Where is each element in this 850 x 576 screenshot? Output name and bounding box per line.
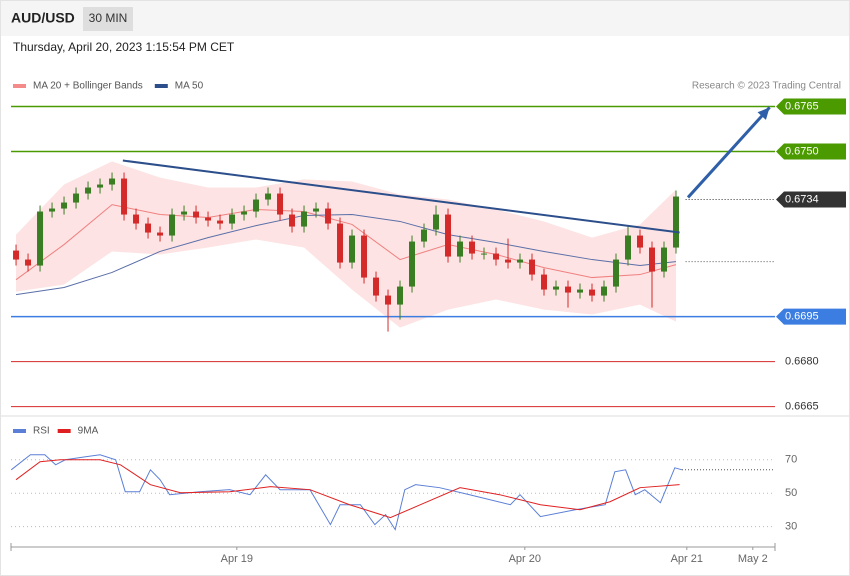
- candle-body: [325, 208, 332, 224]
- candle-body: [133, 214, 140, 224]
- candle-body: [301, 211, 308, 227]
- timeframe-box[interactable]: [83, 7, 133, 31]
- candle-body: [361, 235, 368, 278]
- timeframe[interactable]: 30 MIN: [89, 11, 128, 25]
- candle-body: [157, 232, 164, 236]
- candle-body: [121, 178, 128, 215]
- header-bar: [1, 1, 849, 36]
- candle-body: [241, 211, 248, 215]
- candle-body: [13, 250, 20, 260]
- candle-body: [313, 208, 320, 212]
- x-tick-label: Apr 21: [671, 553, 703, 565]
- candle-body: [397, 286, 404, 305]
- candle-body: [97, 184, 104, 188]
- candle-body: [217, 220, 224, 224]
- candle-body: [625, 235, 632, 260]
- candle-body: [289, 214, 296, 227]
- candle-body: [73, 193, 80, 203]
- timestamp: Thursday, April 20, 2023 1:15:54 PM CET: [13, 40, 235, 54]
- arrow-shaft: [686, 106, 771, 199]
- level-label: 0.6750: [785, 145, 819, 157]
- candle-body: [409, 241, 416, 287]
- candle-body: [277, 193, 284, 215]
- level-tag: [776, 143, 846, 160]
- ma50-line: [15, 214, 677, 296]
- y-tick-label: 70: [785, 454, 797, 466]
- price-panel: 0.6765 0.6750 0.6734 0.6695 0.6680 0.6665 MA 2…: [11, 81, 846, 413]
- y-tick-label: 30: [785, 521, 797, 533]
- level-tag: [776, 308, 846, 325]
- candle-body: [49, 208, 56, 212]
- y-tick-label: 50: [785, 487, 797, 499]
- candle-body: [613, 259, 620, 287]
- candle-body: [205, 217, 212, 221]
- candle-body: [85, 187, 92, 194]
- x-tick-label: Apr 19: [221, 553, 253, 565]
- candle-body: [505, 259, 512, 263]
- legend-swatch: [13, 84, 26, 88]
- candle-body: [601, 286, 608, 296]
- candle-body: [61, 202, 68, 209]
- level-tag: [776, 98, 846, 115]
- legend-swatch: [154, 84, 168, 88]
- candle-body: [493, 253, 500, 260]
- candle-body: [577, 289, 584, 293]
- arrow-head: [757, 107, 770, 120]
- legend-label: RSI: [33, 426, 50, 437]
- source: Research © 2023 Trading Central: [692, 81, 841, 92]
- symbol: AUD/USD: [11, 10, 75, 26]
- candle-body: [373, 277, 380, 296]
- level-label: 0.6734: [785, 193, 819, 205]
- level-label: 0.6765: [785, 100, 819, 112]
- candle-body: [37, 211, 44, 266]
- rsi-line: [10, 454, 683, 531]
- candle-body: [265, 193, 272, 200]
- legend-label: 9MA: [78, 426, 99, 437]
- level-label: 0.6695: [785, 310, 819, 322]
- ma20-line: [15, 204, 677, 281]
- candle-body: [421, 229, 428, 242]
- candle-body: [433, 214, 440, 230]
- candle-body: [589, 289, 596, 296]
- x-tick-label: May 2: [738, 553, 768, 565]
- candle-body: [349, 235, 356, 263]
- candle-body: [457, 241, 464, 257]
- candle-body: [229, 214, 236, 224]
- candle-body: [25, 259, 32, 266]
- rsi-panel: 70 50 30 Apr 19 Apr 20 Apr 21 May 2 RSI 9MA: [10, 426, 797, 565]
- level-label: 0.6680: [785, 355, 819, 367]
- trendline: [122, 159, 680, 234]
- candle-body: [469, 241, 476, 254]
- level-tag: [776, 191, 846, 208]
- candle-body: [385, 295, 392, 305]
- candle-body: [253, 199, 260, 212]
- candle-body: [649, 247, 656, 272]
- candle-body: [145, 223, 152, 233]
- ma9-line: [15, 459, 680, 519]
- candle-body: [541, 274, 548, 290]
- candle-body: [637, 235, 644, 248]
- legend-swatch: [57, 429, 71, 433]
- candle-body: [337, 223, 344, 263]
- level-label: 0.6665: [785, 401, 819, 413]
- candle-body: [481, 253, 488, 255]
- candle-body: [169, 214, 176, 236]
- candle-body: [565, 286, 572, 293]
- legend-label: MA 20 + Bollinger Bands: [33, 81, 143, 92]
- candle-body: [553, 286, 560, 290]
- legend-swatch: [13, 429, 26, 433]
- bollinger-band: [16, 161, 677, 328]
- legend-label: MA 50: [175, 81, 204, 92]
- candle-body: [109, 178, 116, 185]
- candle-body: [529, 259, 536, 275]
- candle-body: [517, 259, 524, 263]
- candle-body: [181, 211, 188, 215]
- candle-body: [673, 196, 680, 248]
- candle-body: [193, 211, 200, 218]
- x-tick-label: Apr 20: [509, 553, 541, 565]
- candle-body: [445, 214, 452, 257]
- candle-body: [661, 247, 668, 272]
